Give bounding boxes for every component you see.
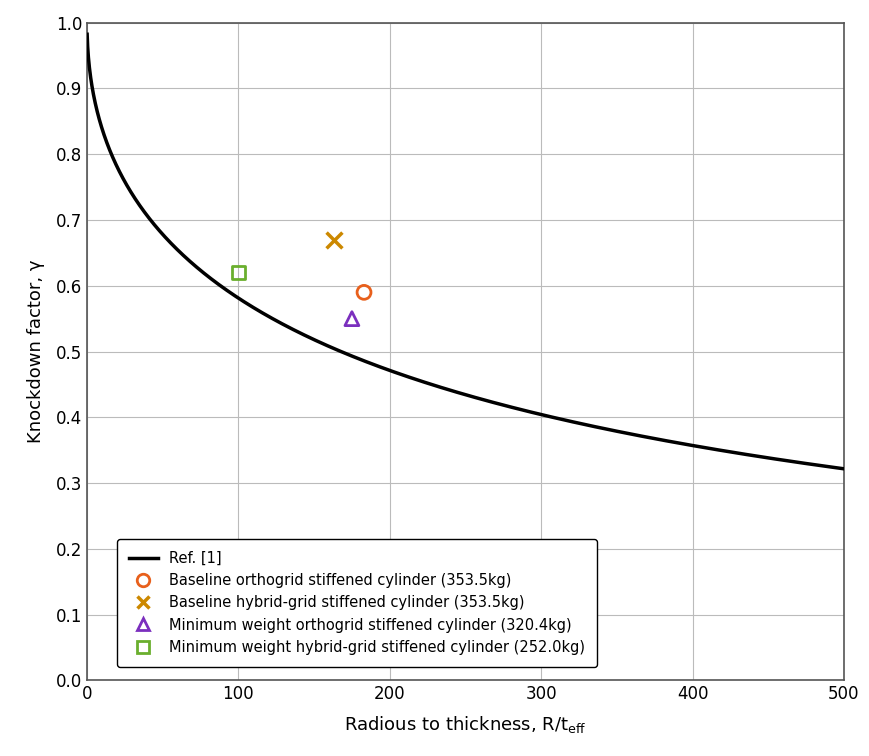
Point [231, 267, 245, 279]
Point [356, 287, 370, 299]
X-axis label: Radious to thickness, R/t$_\mathregular{eff}$: Radious to thickness, R/t$_\mathregular{… [344, 714, 586, 736]
Point [327, 234, 341, 246]
Y-axis label: Knockdown factor, γ: Knockdown factor, γ [27, 260, 44, 443]
Point [344, 313, 359, 325]
Legend: Ref. [1], Baseline orthogrid stiffened cylinder (353.5kg), Baseline hybrid-grid : Ref. [1], Baseline orthogrid stiffened c… [116, 539, 596, 667]
